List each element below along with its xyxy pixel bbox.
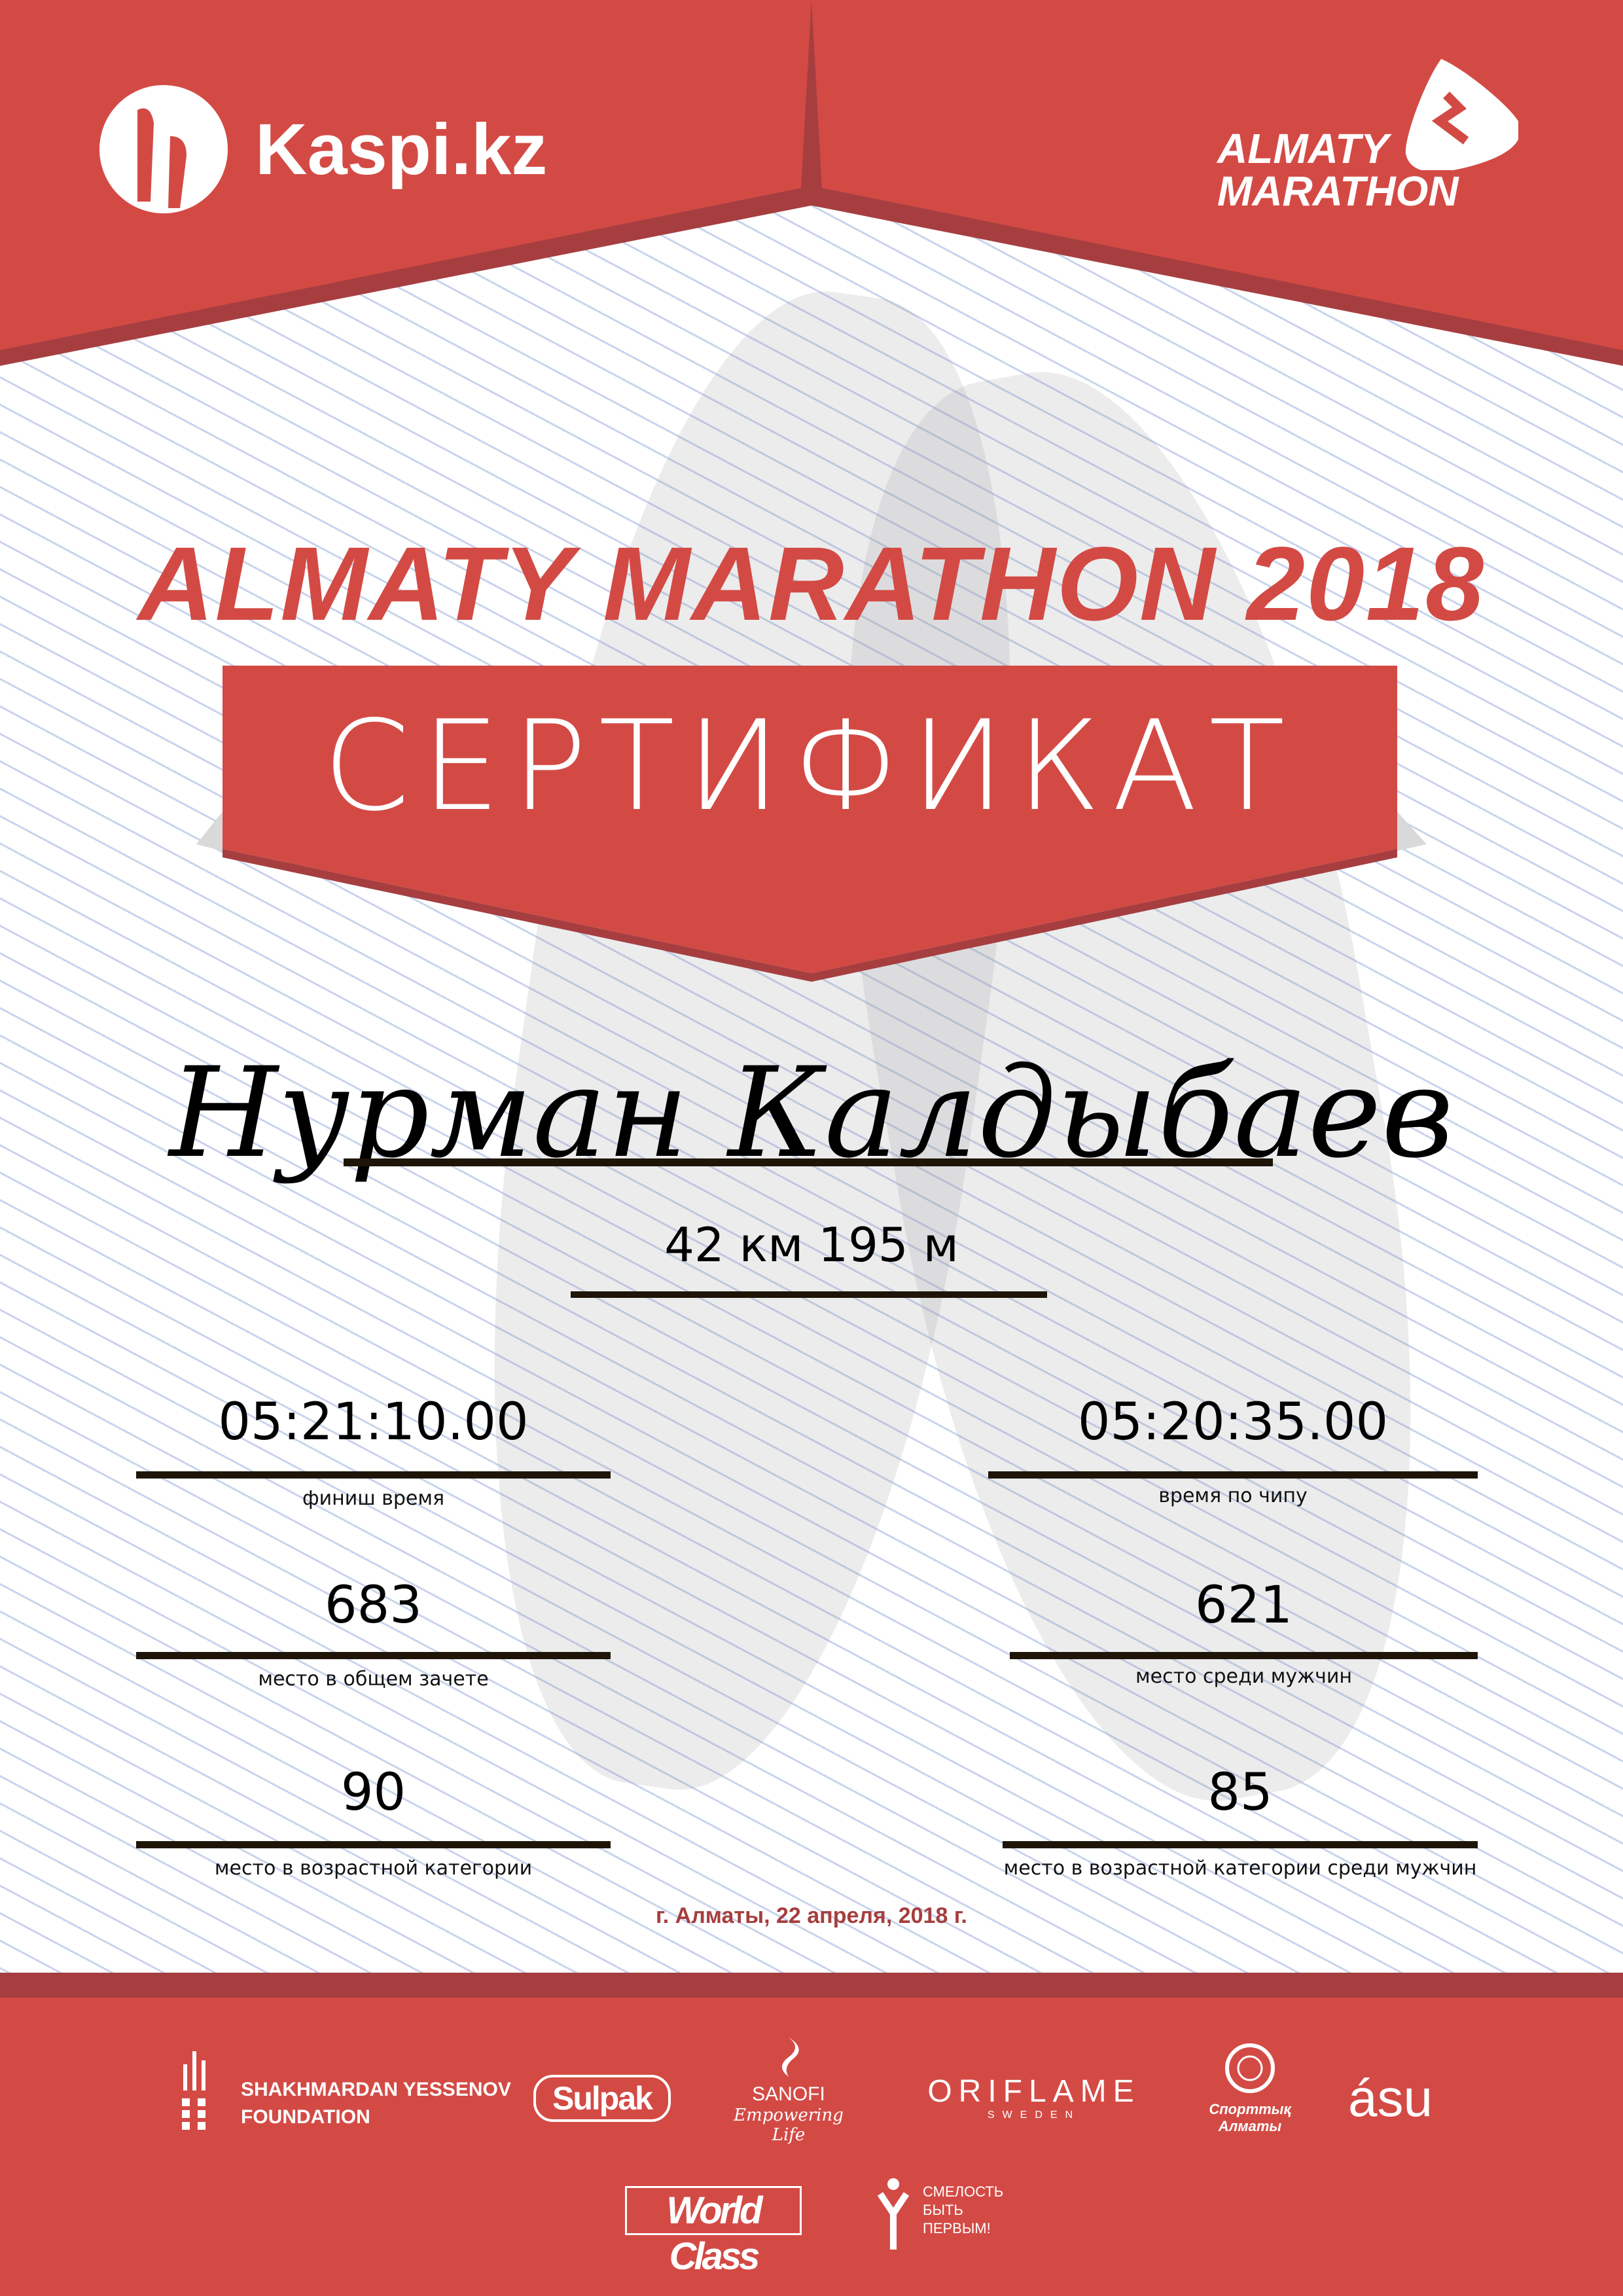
name-underline [344,1158,1273,1166]
men-place-label: место среди мужчин [1135,1665,1352,1688]
yessenov-line2: FOUNDATION [241,2106,370,2128]
kaspi-logo: Kaspi.kz [98,84,547,215]
finish-time-label: финиш время [302,1487,445,1510]
age-place-underline [136,1841,611,1848]
header-banner [0,0,1623,366]
chip-time-value: 05:20:35.00 [1077,1393,1389,1452]
runner-drop-icon [1405,58,1518,170]
sponsors-footer [0,1998,1623,2296]
sport-almaty-logo: Спорттық Алматы [1201,2039,1299,2135]
oriflame-name: ORIFLAME [927,2074,1141,2109]
finish-time-value: 05:21:10.00 [218,1393,529,1452]
almaty-marathon-logo: ALMATY MARATHON [1217,56,1525,215]
yessenov-bars-icon [182,2051,205,2130]
smelost-fund-logo: СМЕЛОСТЬ БЫТЬ ПЕРВЫМ! [864,2168,1003,2253]
men-place-value: 621 [1195,1576,1293,1635]
sanofi-bird-icon [782,2037,799,2077]
men-place-underline [1010,1652,1478,1659]
kaspi-logo-text: Kaspi.kz [255,109,548,190]
event-title: ALMATY MARATHON 2018 [138,525,1485,642]
asu-logo: ásu [1348,2069,1433,2127]
men-age-place-value: 85 [1207,1763,1273,1822]
sport-almaty-emblem-icon [1225,2043,1275,2093]
smelost-figure-icon [877,2178,910,2250]
finish-time-underline [136,1471,611,1479]
overall-place-label: место в общем зачете [258,1668,489,1691]
event-date: г. Алматы, 22 апреля, 2018 г. [656,1903,967,1928]
distance-underline [571,1291,1047,1298]
certificate-banner [196,666,1427,982]
smelost-line2: БЫТЬ [923,2202,963,2218]
smelost-line3: ПЕРВЫМ! [923,2220,991,2236]
oriflame-sub: SWEDEN [987,2109,1081,2121]
yessenov-foundation-logo: SHAKHMARDAN YESSENOV FOUNDATION [182,2050,511,2131]
sanofi-logo: SANOFI Empowering Life [723,2034,854,2145]
overall-place-value: 683 [325,1576,422,1635]
age-place-label: место в возрастной категории [214,1857,533,1880]
chip-time-underline [988,1471,1478,1479]
almaty-text: ALMATY [1217,125,1389,172]
marathon-text: MARATHON [1217,168,1459,215]
overall-place-underline [136,1652,611,1659]
men-age-place-underline [1003,1841,1478,1848]
certificate-label: СЕРТИФИКАТ [323,694,1297,838]
yessenov-line1: SHAKHMARDAN YESSENOV [241,2079,511,2100]
sanofi-name: SANOFI [752,2083,825,2105]
kaspi-figure-icon [99,85,228,213]
sulpak-logo: Sulpak [533,2075,671,2122]
sport-almaty-line2: Алматы [1218,2118,1282,2134]
sport-almaty-line1: Спорттық [1209,2101,1291,2117]
distance: 42 км 195 м [664,1217,959,1272]
age-place-value: 90 [340,1763,406,1822]
chip-time-label: время по чипу [1158,1484,1308,1507]
sanofi-tagline: Empowering Life [734,2106,844,2145]
men-age-place-label: место в возрастной категории среди мужчи… [1003,1857,1477,1880]
footer-divider [0,1973,1623,1998]
smelost-line1: СМЕЛОСТЬ [923,2183,1004,2200]
oriflame-logo: ORIFLAME SWEDEN [923,2073,1145,2121]
world-class-logo: World Class [625,2186,802,2278]
